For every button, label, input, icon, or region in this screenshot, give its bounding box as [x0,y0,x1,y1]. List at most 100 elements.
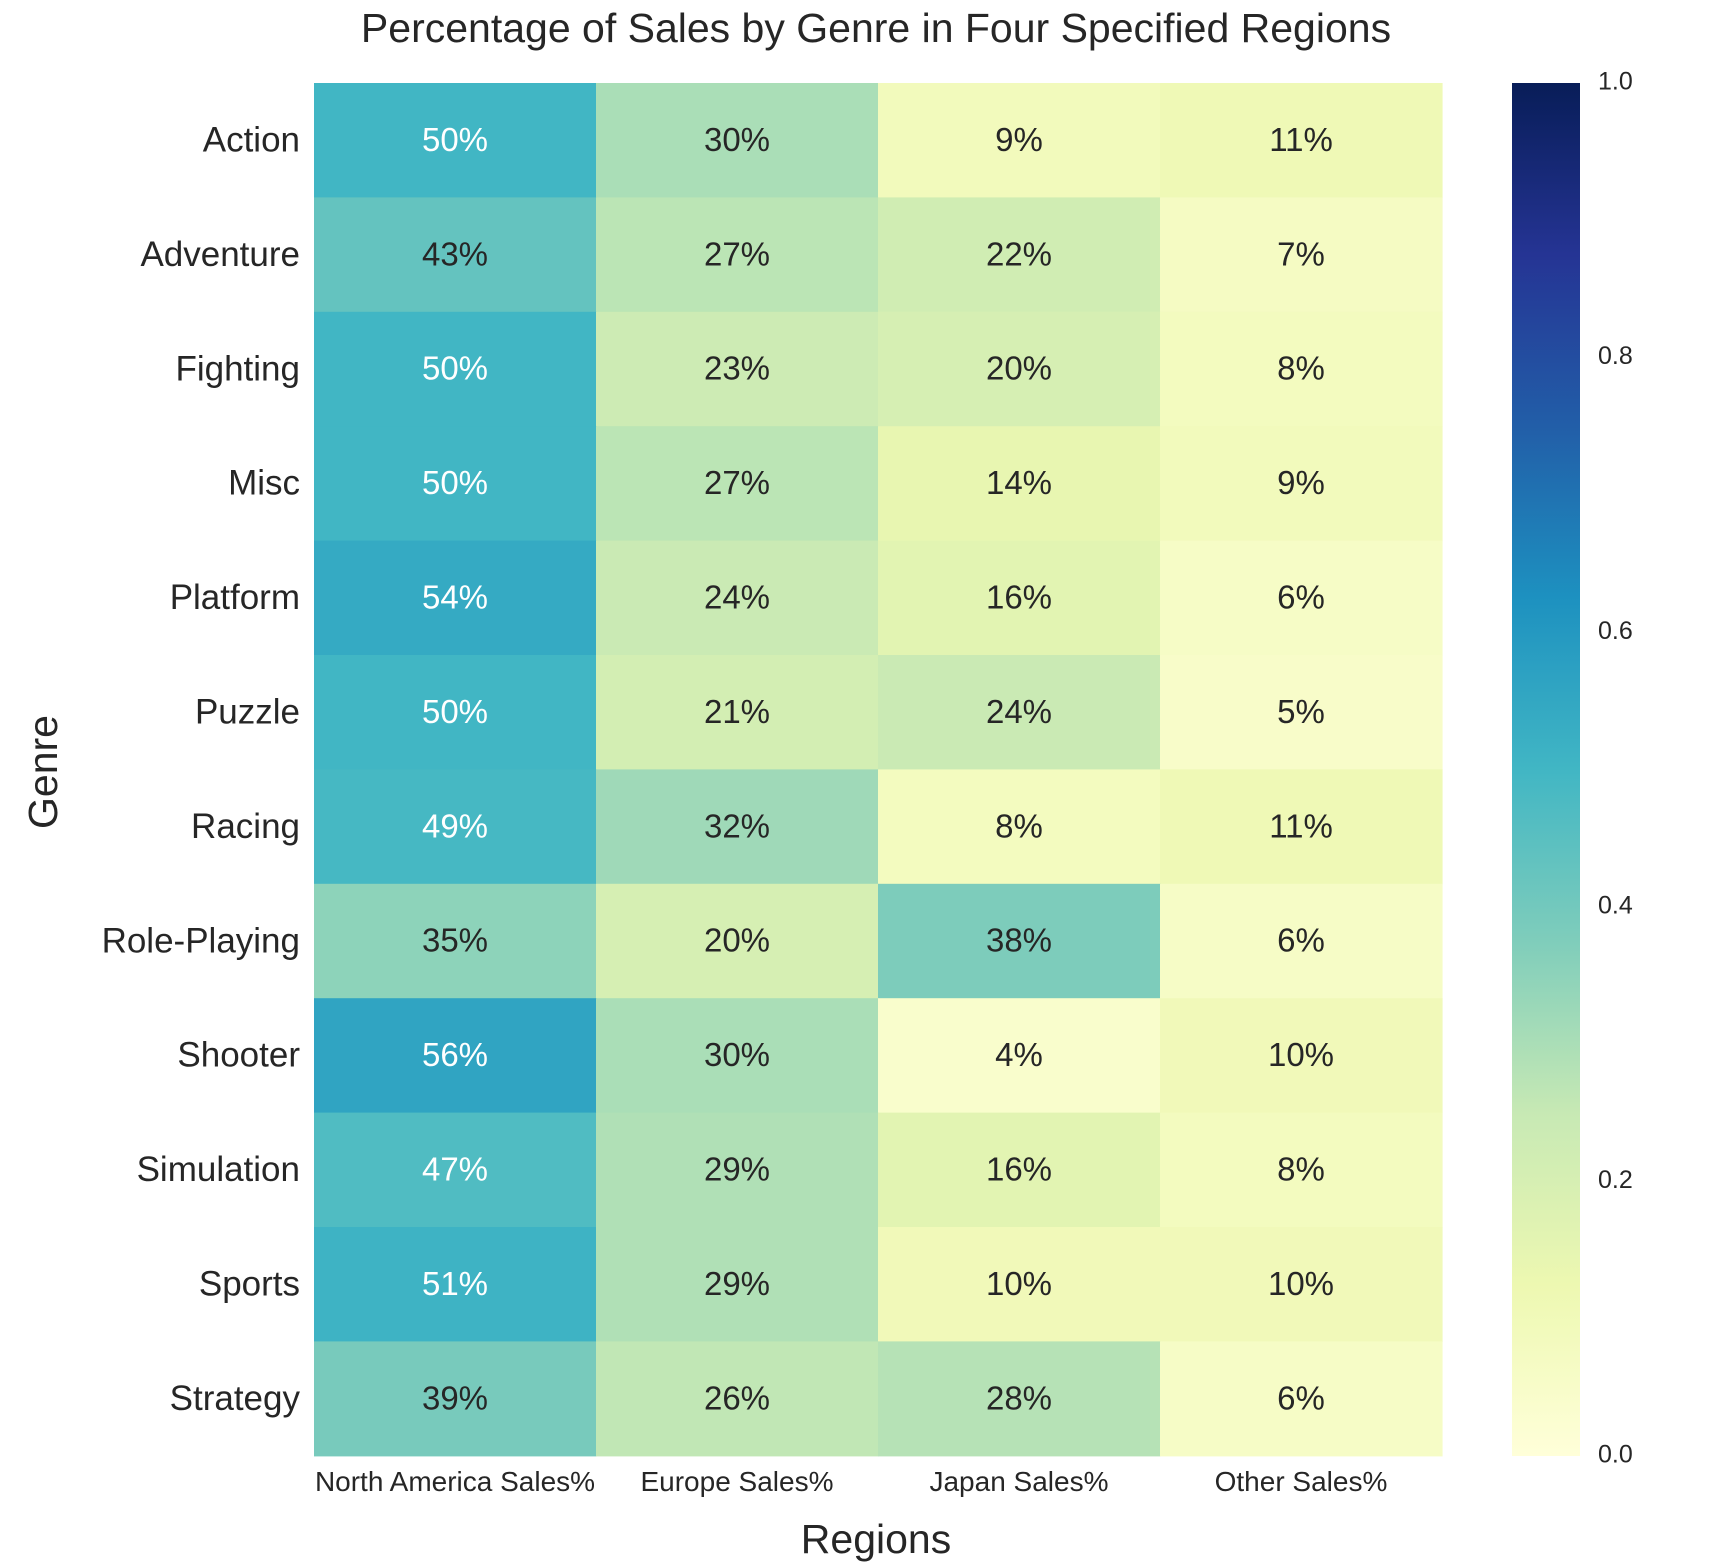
heatmap-cell [596,426,879,542]
cell-value-label: 9% [995,121,1043,158]
y-tick-label: Role-Playing [102,921,300,960]
heatmap-cell [1160,197,1443,313]
y-tick-label: Fighting [175,349,300,388]
heatmap-cell [596,655,879,770]
colorbar-tick-label: 0.6 [1598,617,1633,645]
heatmap-cell [878,311,1161,427]
cell-value-label: 49% [422,807,488,844]
cell-value-label: 8% [995,807,1043,844]
cell-value-label: 8% [1277,350,1325,387]
heatmap-cell [1160,769,1443,885]
cell-value-label: 5% [1277,693,1325,730]
cell-value-label: 6% [1277,579,1325,616]
heatmap-cell [314,1341,597,1457]
colorbar: 0.0 0.2 0.4 0.6 0.8 1.0 [1512,68,1633,1469]
cell-value-label: 50% [422,464,488,501]
cell-value-label: 51% [422,1265,488,1302]
x-tick-label: North America Sales% [315,1466,595,1497]
heatmap-cell [1160,311,1443,427]
colorbar-tick-labels: 0.0 0.2 0.4 0.6 0.8 1.0 [1598,68,1633,1469]
x-tick-labels: North America Sales% Europe Sales% Japan S… [315,1466,1387,1497]
heatmap-cell [596,540,879,656]
colorbar-tick-label: 0.4 [1598,891,1633,919]
heatmap-cell [878,883,1161,999]
y-tick-label: Adventure [140,235,300,274]
heatmap-cell [1160,1341,1443,1457]
cell-value-label: 23% [704,350,770,387]
x-tick-label: Japan Sales% [929,1466,1108,1497]
cell-value-label: 10% [1268,1036,1334,1073]
cell-value-label: 32% [704,807,770,844]
cell-value-label: 35% [422,922,488,959]
cell-value-label: 21% [704,693,770,730]
heatmap-cell [878,197,1161,313]
heatmap-cell [596,83,879,198]
heatmap-cell [1160,655,1443,770]
cell-value-label: 8% [1277,1151,1325,1188]
heatmap-cell [314,769,597,885]
heatmap-cell [1160,83,1443,198]
cell-value-label: 29% [704,1265,770,1302]
cell-value-label: 29% [704,1151,770,1188]
chart-title: Percentage of Sales by Genre in Four Spe… [361,5,1391,51]
heatmap-cell [596,1227,879,1342]
heatmap-cell [596,769,879,885]
heatmap-cell [314,311,597,427]
cell-value-label: 27% [704,235,770,272]
heatmap-cell [596,197,879,313]
cell-value-label: 20% [704,922,770,959]
x-axis-label: Regions [801,1516,951,1562]
cell-value-label: 27% [704,464,770,501]
heatmap-cell [314,197,597,313]
heatmap-cell [878,540,1161,656]
heatmap-cell [596,1341,879,1457]
heatmap-cell [314,83,597,198]
cell-value-label: 43% [422,235,488,272]
heatmap-cell [314,540,597,656]
x-tick-label: Europe Sales% [640,1466,833,1497]
x-tick-label: Other Sales% [1215,1466,1388,1497]
cell-value-label: 20% [986,350,1052,387]
heatmap-cell [314,998,597,1114]
heatmap-cell [314,426,597,542]
heatmap-cell [314,1227,597,1342]
heatmap-cell [878,83,1161,198]
cell-value-label: 26% [704,1379,770,1416]
cell-value-label: 16% [986,1151,1052,1188]
heatmap-cell [878,655,1161,770]
y-tick-label: Puzzle [195,692,300,731]
heatmap-cell [1160,1112,1443,1228]
colorbar-tick-label: 1.0 [1598,68,1633,96]
cell-value-label: 10% [986,1265,1052,1302]
y-tick-labels: Action Adventure Fighting Misc Platform Puzzl… [102,120,301,1417]
colorbar-tick-label: 0.8 [1598,342,1633,370]
y-tick-label: Action [203,120,300,159]
cell-value-label: 22% [986,235,1052,272]
cell-value-label: 50% [422,350,488,387]
cell-value-label: 24% [986,693,1052,730]
heatmap-cell [596,883,879,999]
heatmap-cell [314,1112,597,1228]
colorbar-tick-label: 0.0 [1598,1441,1633,1469]
cell-value-label: 50% [422,693,488,730]
heatmap-cell [1160,426,1443,542]
heatmap-cell [878,426,1161,542]
y-tick-label: Sports [199,1264,300,1303]
cell-value-label: 54% [422,579,488,616]
heatmap-cell [1160,998,1443,1114]
heatmap-cell [596,998,879,1114]
y-tick-label: Strategy [170,1379,301,1418]
cell-value-label: 11% [1269,121,1333,158]
heatmap-cell [596,1112,879,1228]
cell-value-label: 47% [422,1151,488,1188]
y-tick-label: Shooter [177,1036,300,1075]
cell-value-label: 50% [422,121,488,158]
heatmap-cell [1160,540,1443,656]
cell-value-label: 14% [986,464,1052,501]
heatmap-cell [314,883,597,999]
cell-value-label: 16% [986,579,1052,616]
y-tick-label: Misc [228,464,300,503]
heatmap-cell [878,1112,1161,1228]
cell-value-label: 39% [422,1379,488,1416]
